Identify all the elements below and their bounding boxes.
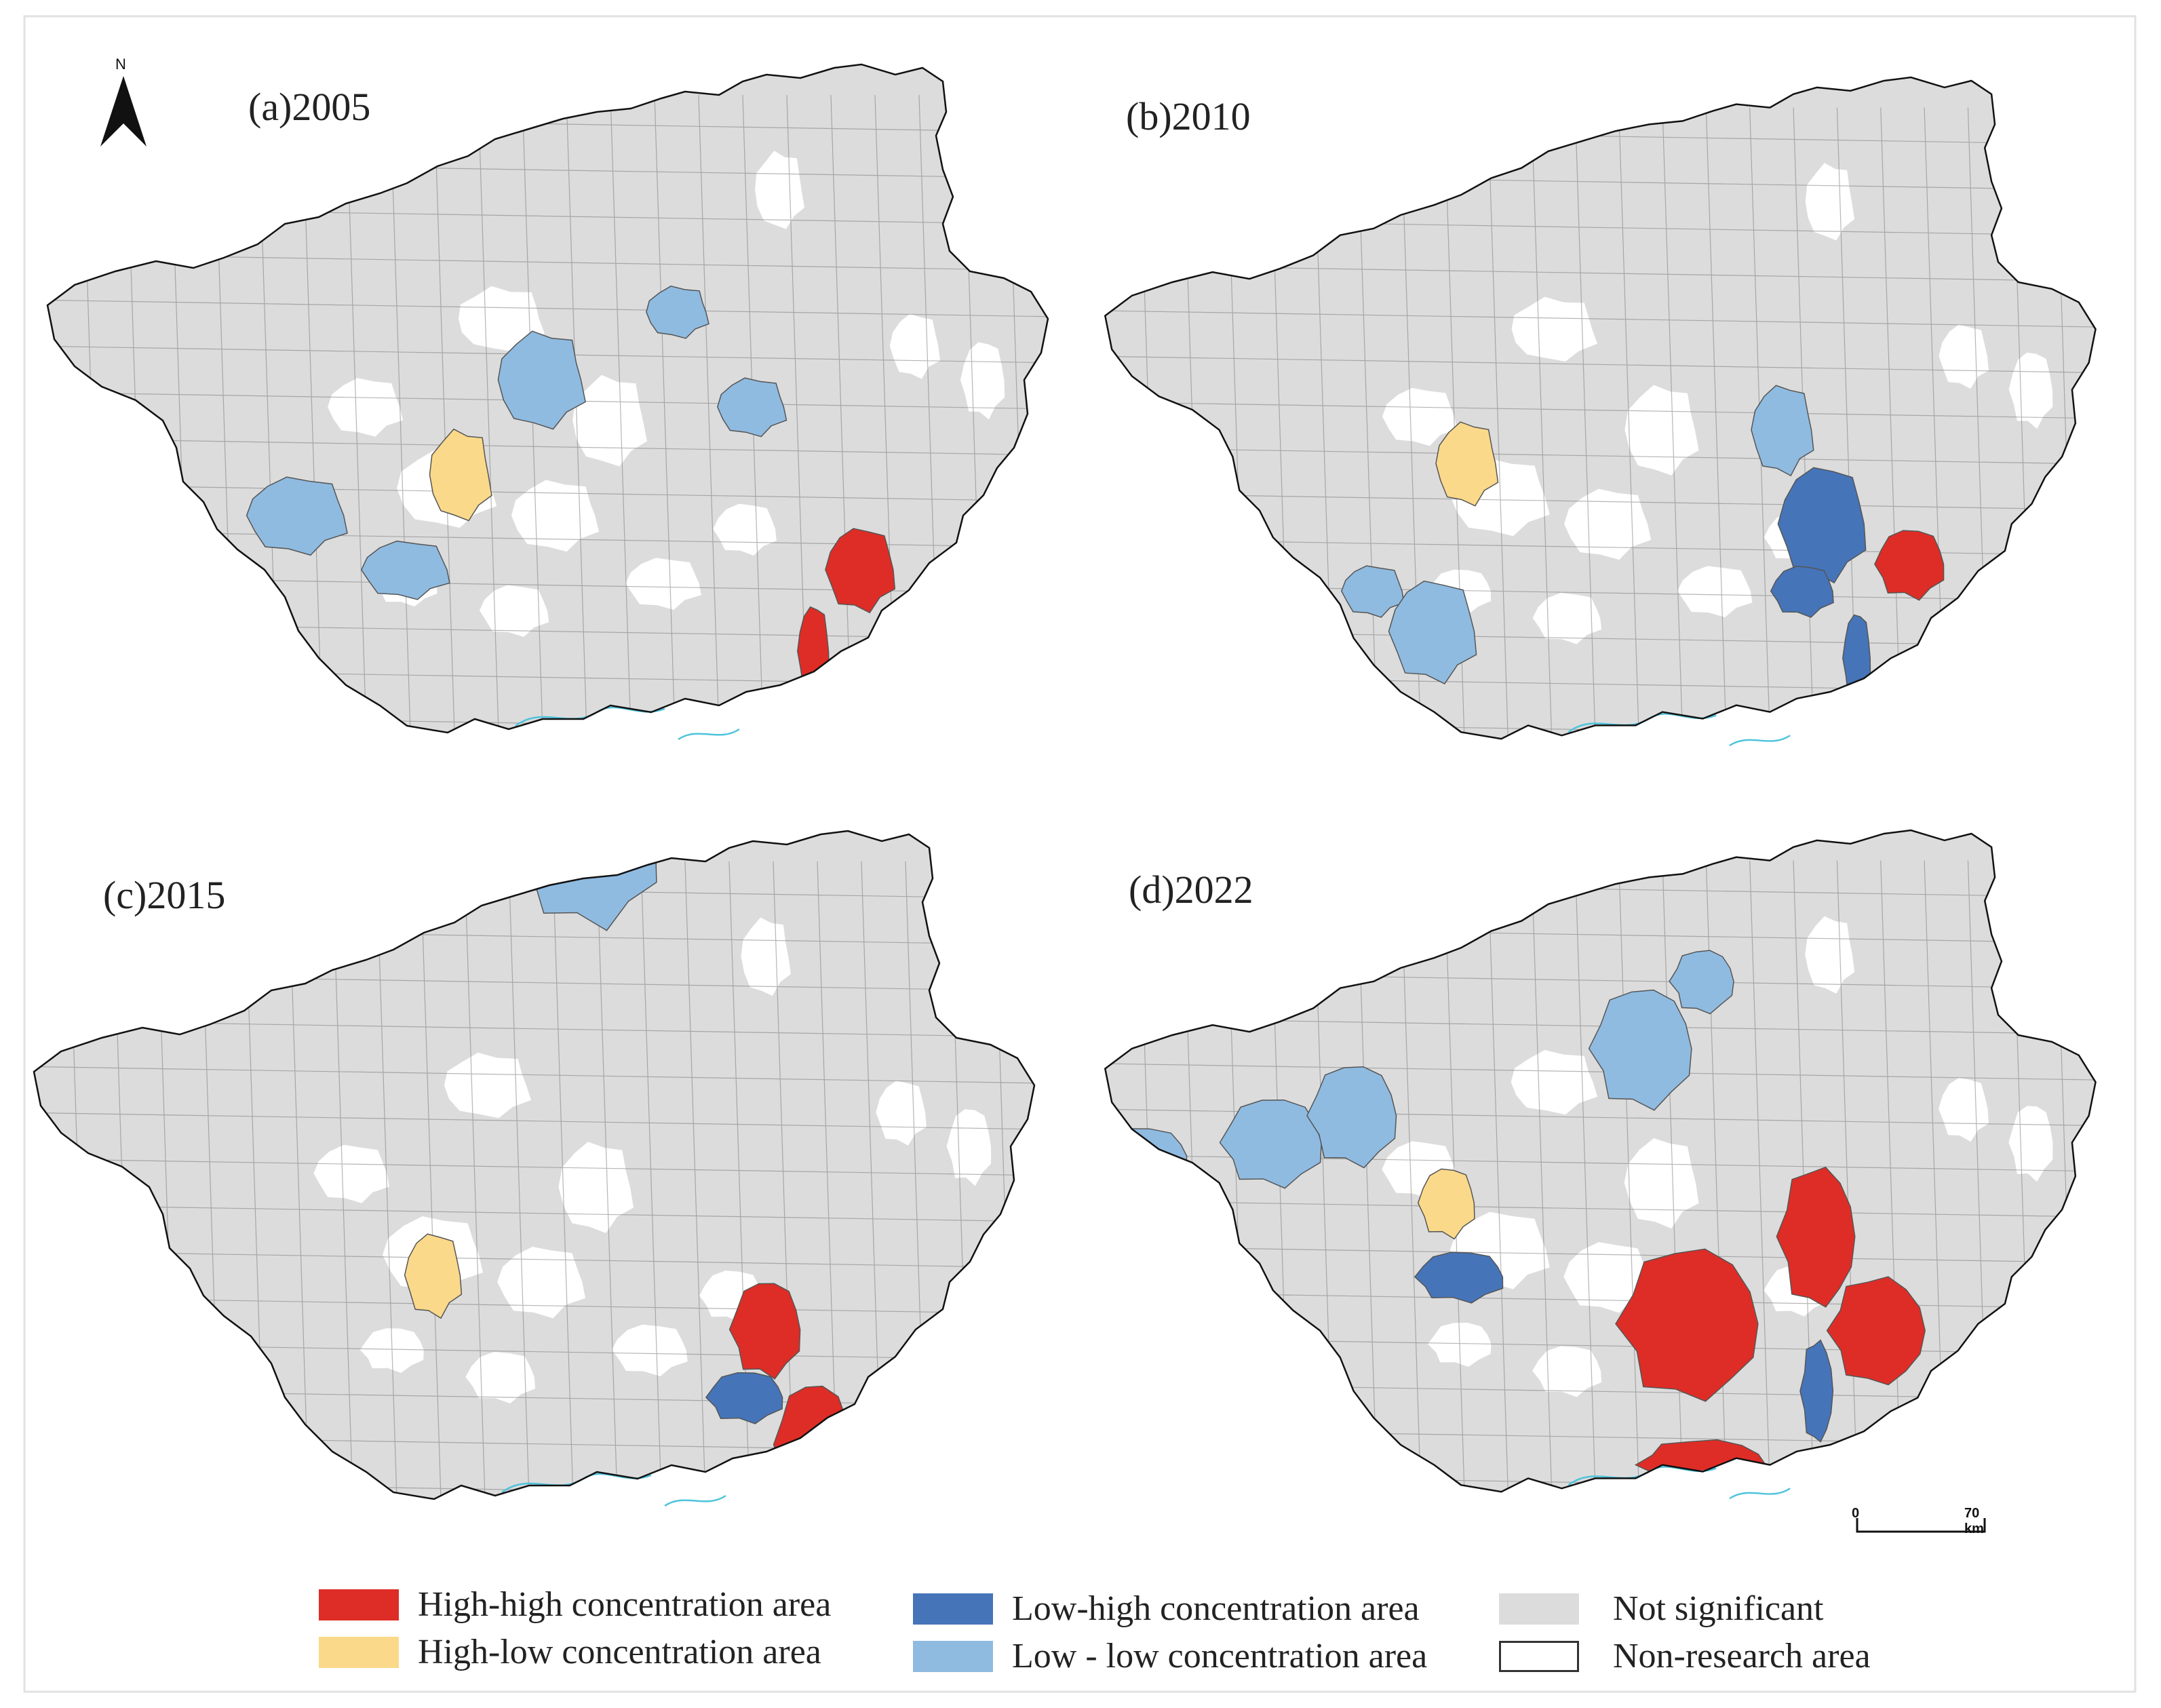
non-research-area xyxy=(511,480,600,552)
region-outline-d xyxy=(1104,829,2097,1493)
cluster-low-low-b xyxy=(1340,565,1405,618)
cluster-low-low-a xyxy=(646,285,709,339)
region-outline-a xyxy=(46,63,1049,734)
cluster-high-low-c xyxy=(404,1233,463,1319)
panel-title-b: (b)2010 xyxy=(1126,94,1251,138)
cluster-high-high-a xyxy=(825,528,896,614)
non-research-area xyxy=(1532,1346,1601,1397)
non-research-area xyxy=(313,1144,389,1203)
cluster-high-high-d xyxy=(1826,1276,1926,1386)
non-research-area xyxy=(497,1247,585,1319)
cluster-low-low-a xyxy=(497,330,586,430)
map-panel-b xyxy=(1104,76,2097,747)
non-research-area xyxy=(1532,593,1602,644)
cluster-high-high-d xyxy=(1776,1166,1856,1308)
cluster-low-low-d xyxy=(1669,950,1734,1015)
cluster-high-high-c xyxy=(728,1283,801,1380)
cluster-high-low-b xyxy=(1435,421,1499,507)
panel-title-c: (c)2015 xyxy=(103,873,226,917)
map-panel-a xyxy=(46,63,1049,741)
cluster-low-low-c xyxy=(254,831,313,933)
region-outline-b xyxy=(1104,76,2097,740)
non-research-area xyxy=(558,1142,634,1233)
cluster-low-low-d xyxy=(1588,989,1692,1111)
panel-title-d: (d)2022 xyxy=(1129,868,1253,912)
cluster-low-low-d xyxy=(1219,1099,1322,1189)
region-base-b xyxy=(1105,77,2096,739)
cluster-low-high-d xyxy=(1799,1339,1834,1443)
non-research-area xyxy=(755,151,804,229)
region-outline-c xyxy=(33,830,1036,1500)
non-research-area xyxy=(1677,566,1753,618)
cluster-low-low-b xyxy=(1388,580,1477,684)
non-research-area xyxy=(1563,1242,1652,1313)
non-research-area xyxy=(465,1352,536,1403)
non-research-area xyxy=(1511,296,1597,362)
non-research-area xyxy=(444,1052,532,1119)
cluster-low-low-c xyxy=(658,831,723,838)
cluster-low-high-b xyxy=(1777,467,1867,584)
region-base-c xyxy=(34,831,1034,1499)
cluster-low-high-c xyxy=(705,1372,783,1424)
non-research-area xyxy=(572,374,647,467)
scale-start-label: 0 xyxy=(1852,1506,1860,1521)
north-label: N xyxy=(115,56,126,73)
north-arrow-icon xyxy=(100,76,147,147)
non-research-area xyxy=(1624,385,1699,475)
non-research-area xyxy=(1805,916,1855,994)
non-research-area xyxy=(1382,387,1458,446)
non-research-area xyxy=(1564,488,1652,560)
cluster-low-low-a xyxy=(246,476,348,556)
non-research-area xyxy=(611,1324,688,1376)
non-research-area xyxy=(328,378,403,437)
non-research-area xyxy=(741,917,791,996)
non-research-area xyxy=(625,558,701,610)
scale-bar: 0 70 km xyxy=(1849,1492,1998,1536)
non-research-area xyxy=(1624,1138,1699,1229)
cluster-low-high-d xyxy=(1414,1251,1504,1304)
cluster-high-low-a xyxy=(429,428,492,522)
non-research-area xyxy=(1805,163,1855,241)
non-research-area xyxy=(1511,1049,1598,1115)
cluster-high-high-b xyxy=(1873,530,1945,601)
non-research-area xyxy=(479,585,549,637)
cluster-low-high-b xyxy=(1770,566,1834,618)
cluster-low-low-d xyxy=(1306,1066,1397,1169)
cluster-low-low-b xyxy=(1751,385,1814,477)
cluster-low-low-a xyxy=(360,540,450,600)
non-research-area xyxy=(458,286,545,351)
map-panel-d xyxy=(1104,829,2097,1500)
cluster-low-low-d xyxy=(1105,1128,1188,1186)
cluster-low-low-a xyxy=(717,377,787,438)
panel-title-a: (a)2005 xyxy=(248,85,371,129)
cluster-high-low-d xyxy=(1417,1168,1475,1240)
cluster-high-high-d xyxy=(1615,1248,1759,1402)
